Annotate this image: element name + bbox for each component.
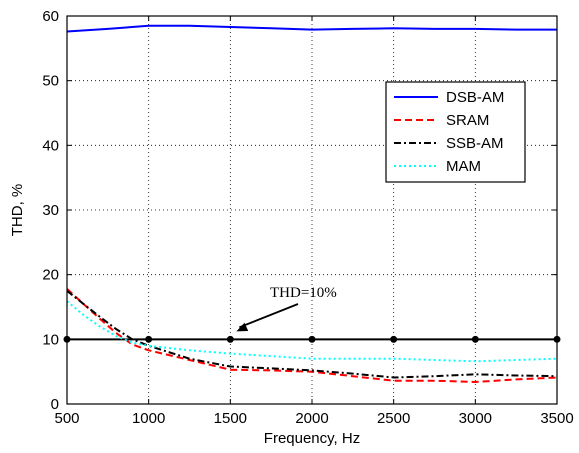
y-tick-label: 50: [42, 73, 59, 90]
y-tick-label: 0: [51, 396, 59, 413]
legend-label-dsb-am: DSB-AM: [446, 89, 504, 106]
series-line-dsb-am: [66, 24, 557, 33]
reference-line-group: [63, 335, 561, 343]
x-tick-label: 2000: [295, 410, 328, 427]
annotation-group: THD=10%: [236, 285, 337, 332]
legend-label-ssb-am: SSB-AM: [446, 135, 504, 152]
x-tick-label: 3500: [540, 410, 573, 427]
reference-marker: [226, 335, 234, 343]
annotation-arrowhead: [236, 322, 249, 332]
y-axis-title: THD, %: [9, 184, 26, 237]
x-axis-title: Frequency, Hz: [264, 430, 360, 447]
legend: DSB-AM SRAM SSB-AM MAM: [385, 81, 526, 183]
reference-marker: [471, 335, 479, 343]
legend-label-sram: SRAM: [446, 112, 489, 129]
reference-marker: [390, 335, 398, 343]
y-tick-label: 60: [42, 8, 59, 25]
reference-marker: [308, 335, 316, 343]
legend-label-mam: MAM: [446, 158, 481, 175]
series-group: [66, 24, 558, 383]
series-line-sram: [66, 288, 558, 383]
y-tick-label: 10: [42, 331, 59, 348]
reference-marker: [145, 335, 153, 343]
x-tick-label: 500: [54, 410, 79, 427]
y-tick-label: 20: [42, 267, 59, 284]
annotation-text: THD=10%: [270, 285, 337, 301]
series-line-mam: [66, 300, 558, 363]
series-line-ssb-am: [66, 290, 558, 379]
x-tick-label: 2500: [377, 410, 410, 427]
y-tick-label: 30: [42, 202, 59, 219]
x-tick-label: 1000: [132, 410, 165, 427]
x-tick-label: 1500: [214, 410, 247, 427]
annotation-arrow: [239, 303, 299, 329]
axis-ticks: 500 1000 1500 2000 2500 3000 3500 0 10 20 30 40 50 60: [42, 8, 573, 427]
x-tick-label: 3000: [459, 410, 492, 427]
y-tick-label: 40: [42, 137, 59, 154]
